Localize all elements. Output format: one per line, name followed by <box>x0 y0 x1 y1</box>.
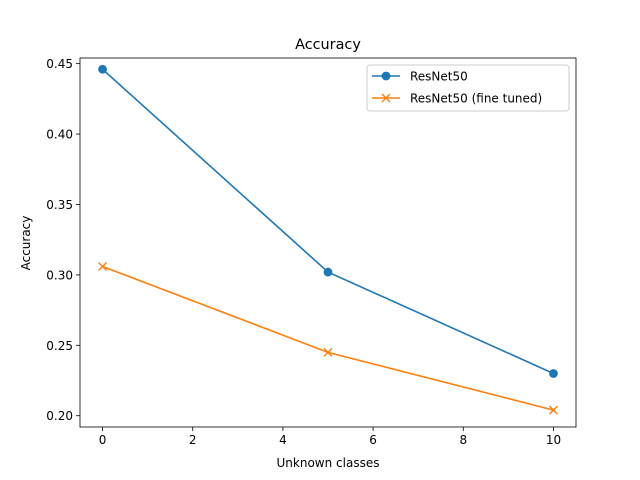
chart-title: Accuracy <box>295 37 361 53</box>
y-tick-label: 0.25 <box>46 339 73 353</box>
legend-marker <box>381 71 391 81</box>
data-point <box>549 369 558 378</box>
data-point <box>98 261 108 271</box>
x-tick-label: 2 <box>189 433 197 447</box>
plot-area: 0 2 4 6 8 10 0.20 0.25 0.30 0.35 0.40 0.45 ResNet50 R… <box>46 57 577 447</box>
axes-frame <box>79 57 577 428</box>
y-tick-label: 0.45 <box>46 57 73 71</box>
data-point <box>323 267 333 277</box>
x-axis-label: Unknown classes <box>277 456 380 470</box>
y-tick-label: 0.35 <box>46 198 73 212</box>
data-point <box>323 347 333 357</box>
x-tick-label: 4 <box>279 433 287 447</box>
legend-marker <box>381 93 391 103</box>
data-point <box>98 64 107 74</box>
legend-label: ResNet50 (fine tuned) <box>410 92 542 106</box>
x-tick-label: 8 <box>459 433 467 447</box>
y-tick-label: 0.20 <box>46 409 73 423</box>
legend-label: ResNet50 <box>410 70 468 84</box>
y-tick-label: 0.40 <box>46 128 73 142</box>
data-point <box>548 405 558 415</box>
legend-box <box>366 64 570 112</box>
x-tick-label: 0 <box>99 433 107 447</box>
x-tick-label: 10 <box>546 433 561 447</box>
y-axis-label: Accuracy <box>19 216 33 271</box>
x-tick-label: 6 <box>369 433 377 447</box>
y-tick-label: 0.30 <box>46 268 73 282</box>
